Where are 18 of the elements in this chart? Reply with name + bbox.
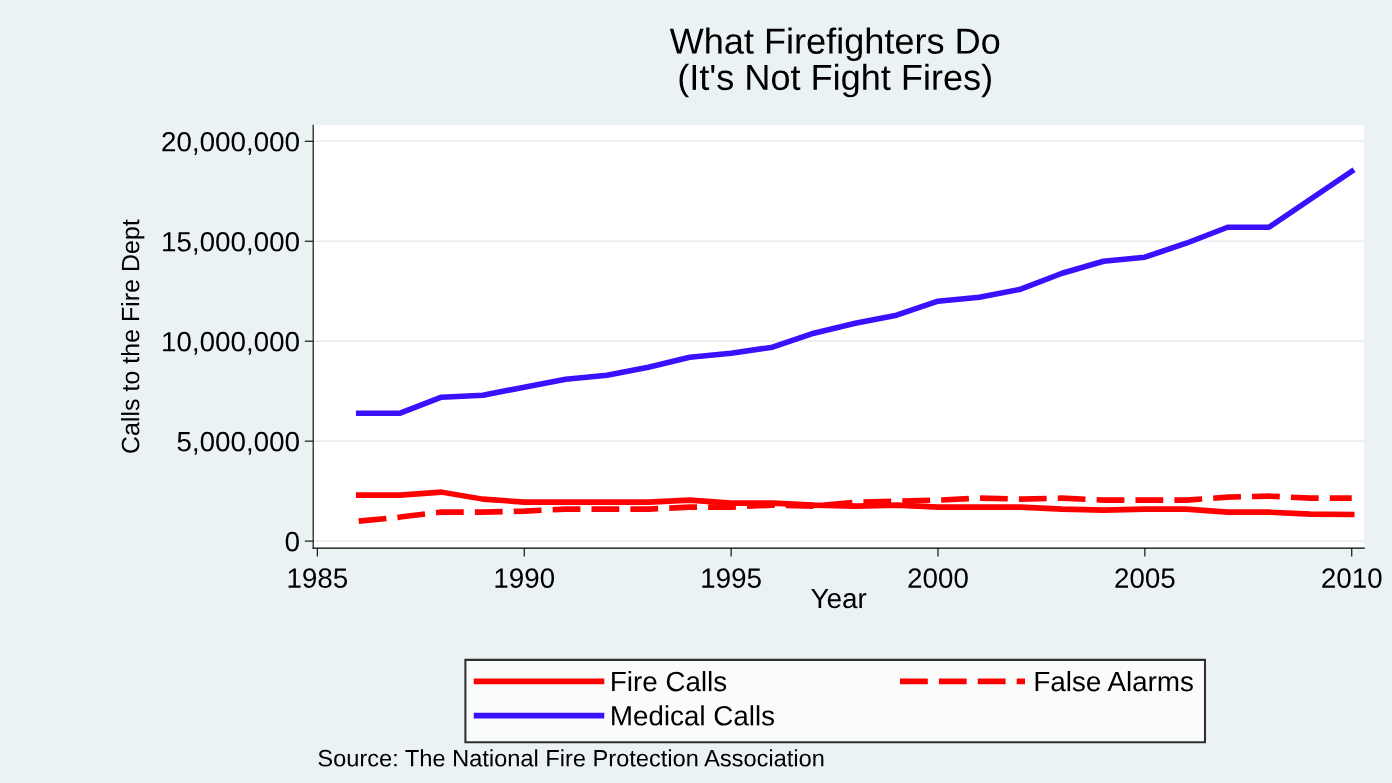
legend-label: Fire Calls (612, 670, 727, 692)
legend-label: False Alarms (1035, 670, 1193, 692)
y-tick-label: 10,000,000 (163, 331, 299, 355)
y-axis-title: Calls to the Fire Dept (121, 219, 145, 453)
y-tick-label: 5,000,000 (177, 431, 299, 455)
legend-label: Medical Calls (612, 705, 775, 726)
x-tick-label: 2010 (1322, 568, 1382, 588)
y-tick-label: 15,000,000 (163, 231, 299, 255)
x-tick-label: 2005 (1115, 568, 1175, 588)
x-tick-label: 1995 (702, 568, 761, 588)
y-tick-label: 0 (285, 531, 299, 552)
chart-title: What Firefighters Do (It's Not Fight Fires) (669, 27, 1000, 98)
x-tick-label: 1985 (288, 568, 348, 588)
x-tick-label: 1990 (495, 568, 555, 588)
x-tick-label: 2000 (908, 568, 968, 588)
x-axis-title: Year (811, 588, 867, 609)
y-tick-label: 20,000,000 (162, 131, 299, 155)
source-note: Source: The National Fire Protection Association (318, 749, 824, 767)
